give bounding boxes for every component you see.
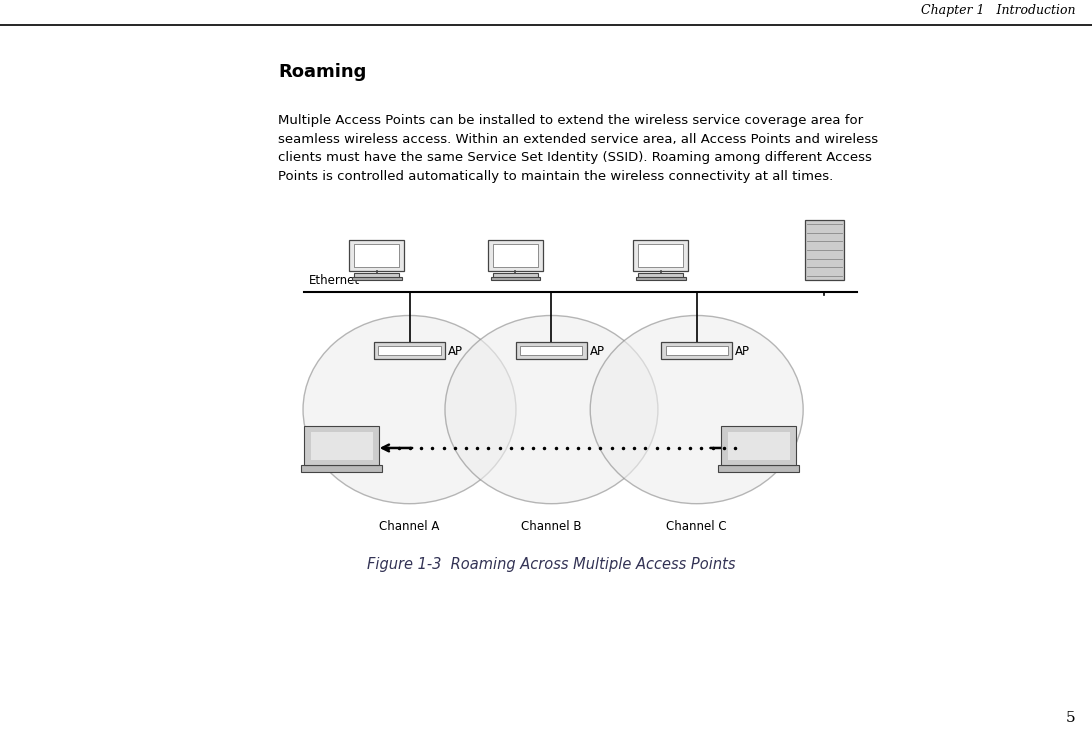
FancyBboxPatch shape — [494, 273, 537, 277]
FancyBboxPatch shape — [666, 346, 727, 355]
FancyBboxPatch shape — [301, 465, 382, 472]
Ellipse shape — [302, 315, 517, 503]
Text: AP: AP — [735, 345, 750, 358]
Ellipse shape — [590, 315, 804, 503]
FancyBboxPatch shape — [662, 342, 732, 359]
Text: Roaming: Roaming — [278, 63, 367, 80]
FancyBboxPatch shape — [633, 241, 688, 271]
FancyBboxPatch shape — [490, 277, 541, 280]
FancyBboxPatch shape — [805, 220, 844, 280]
Text: AP: AP — [590, 345, 605, 358]
FancyBboxPatch shape — [355, 273, 399, 277]
FancyBboxPatch shape — [352, 277, 402, 280]
FancyBboxPatch shape — [722, 427, 796, 465]
FancyBboxPatch shape — [379, 346, 440, 355]
FancyBboxPatch shape — [517, 342, 586, 359]
Text: Ethernet: Ethernet — [309, 274, 360, 287]
Text: Channel B: Channel B — [521, 520, 582, 534]
FancyBboxPatch shape — [639, 273, 682, 277]
FancyBboxPatch shape — [521, 346, 582, 355]
Text: Channel C: Channel C — [666, 520, 727, 534]
Text: AP: AP — [448, 345, 463, 358]
FancyBboxPatch shape — [375, 342, 444, 359]
Text: Chapter 1   Introduction: Chapter 1 Introduction — [922, 4, 1076, 17]
Text: 5: 5 — [1066, 711, 1076, 725]
FancyBboxPatch shape — [492, 244, 538, 267]
FancyBboxPatch shape — [305, 427, 379, 465]
FancyBboxPatch shape — [638, 244, 684, 267]
FancyBboxPatch shape — [354, 244, 400, 267]
FancyBboxPatch shape — [349, 241, 404, 271]
Text: Figure 1-3  Roaming Across Multiple Access Points: Figure 1-3 Roaming Across Multiple Acces… — [367, 557, 736, 572]
Text: Channel A: Channel A — [379, 520, 440, 534]
FancyBboxPatch shape — [719, 465, 799, 472]
FancyBboxPatch shape — [311, 432, 372, 460]
FancyBboxPatch shape — [636, 277, 686, 280]
Text: Multiple Access Points can be installed to extend the wireless service coverage : Multiple Access Points can be installed … — [278, 114, 879, 183]
FancyBboxPatch shape — [728, 432, 790, 460]
FancyBboxPatch shape — [488, 241, 543, 271]
Ellipse shape — [446, 315, 657, 503]
